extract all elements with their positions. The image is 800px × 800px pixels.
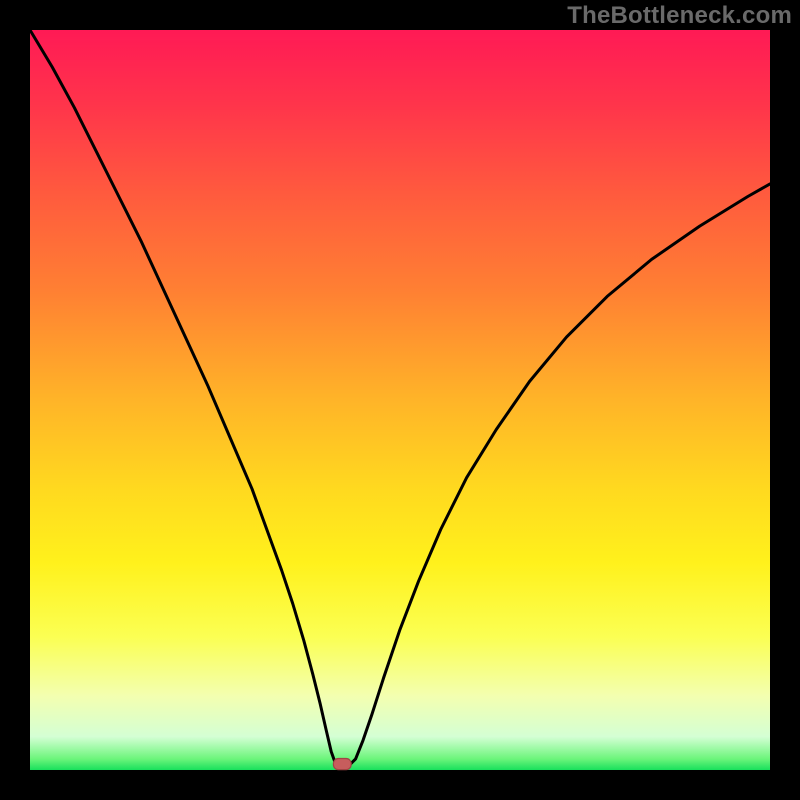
watermark-text: TheBottleneck.com	[567, 2, 792, 30]
plot-background	[30, 30, 770, 770]
optimum-marker	[333, 759, 351, 770]
bottleneck-curve-chart	[0, 0, 800, 800]
chart-container: TheBottleneck.com	[0, 0, 800, 800]
